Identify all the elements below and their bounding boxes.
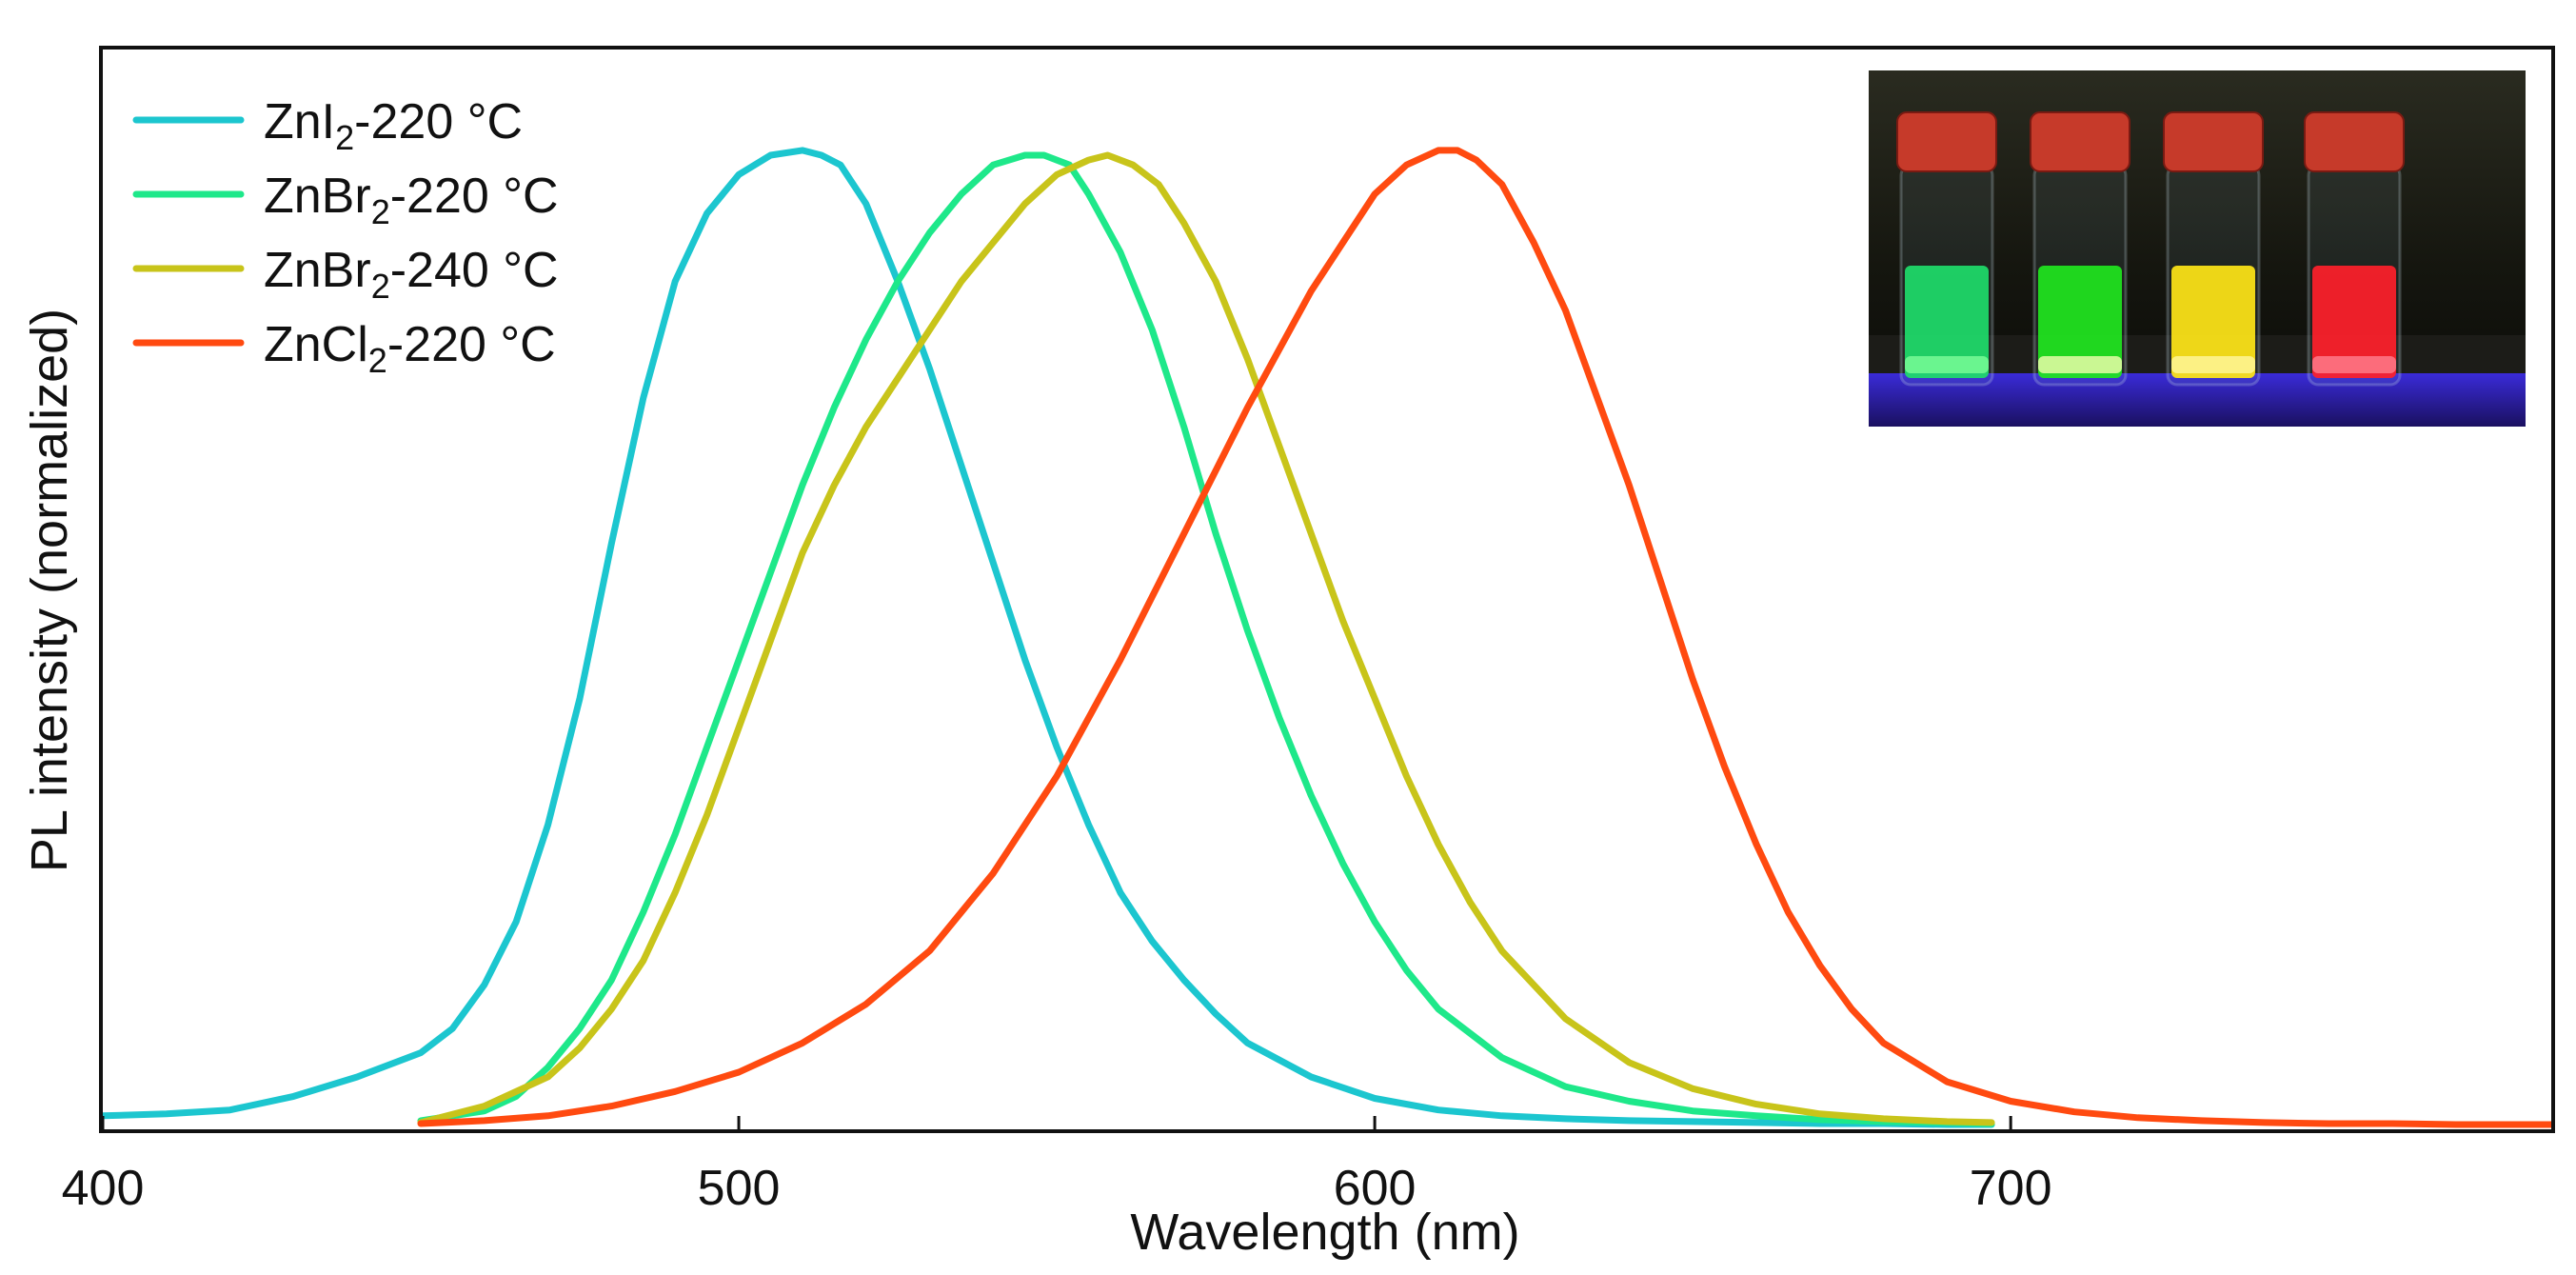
vial	[2030, 111, 2130, 387]
vial-glow	[1905, 356, 1989, 373]
vial-glow	[2312, 356, 2396, 373]
legend-label: ZnCl2-220 °C	[264, 317, 556, 380]
vial-liquid	[2171, 266, 2255, 378]
x-tick-label: 400	[62, 1161, 145, 1216]
vial-liquid	[2038, 266, 2122, 378]
vial	[1896, 111, 1997, 387]
inset-uv-light	[1869, 373, 2526, 427]
legend-item: ZnCl2-220 °C	[132, 317, 556, 380]
x-axis-label: Wavelength (nm)	[1130, 1204, 1519, 1261]
x-axis-ticks: 400 500 600 700	[62, 1116, 2052, 1216]
vial-glow	[2171, 356, 2255, 373]
vial-liquid	[1905, 266, 1989, 378]
y-axis-label: PL intensity (normalized)	[21, 309, 78, 872]
series-line-4	[417, 147, 2551, 1128]
vial-cap	[2030, 111, 2130, 172]
legend-item: ZnBr2-240 °C	[132, 243, 559, 306]
legend-label: ZnBr2-240 °C	[264, 243, 559, 306]
inset-photo	[1869, 70, 2526, 427]
vial	[2163, 111, 2264, 387]
series-layer	[103, 147, 2551, 1128]
series-line-3	[417, 151, 1995, 1126]
vial-cap	[2304, 111, 2405, 172]
legend-item: ZnBr2-220 °C	[132, 169, 559, 231]
series-line-2	[417, 151, 1995, 1127]
vial-liquid	[2312, 266, 2396, 378]
vial-glow	[2038, 356, 2122, 373]
x-tick-label: 700	[1970, 1161, 2052, 1216]
legend: ZnI2-220 °C ZnBr2-220 °C ZnBr2-240 °C ZnCl2…	[132, 94, 559, 380]
vial-cap	[1896, 111, 1997, 172]
legend-item: ZnI2-220 °C	[132, 94, 523, 157]
x-tick-label: 500	[698, 1161, 781, 1216]
plot-frame	[99, 46, 2555, 1133]
x-tick-label: 600	[1334, 1161, 1417, 1216]
series-line-1	[103, 147, 1995, 1128]
vial	[2304, 111, 2405, 387]
legend-label: ZnBr2-220 °C	[264, 169, 559, 231]
legend-label: ZnI2-220 °C	[264, 94, 523, 157]
vial-cap	[2163, 111, 2264, 172]
